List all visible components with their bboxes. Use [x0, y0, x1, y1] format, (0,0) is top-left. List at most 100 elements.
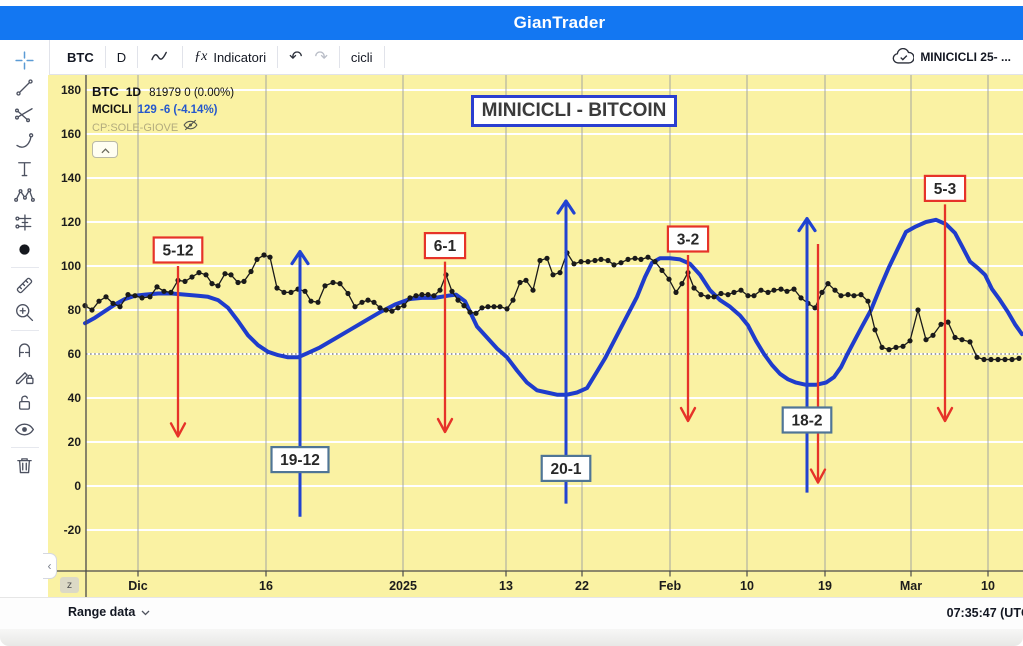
price-point: [825, 281, 831, 287]
price-point: [711, 294, 717, 300]
price-point: [517, 279, 523, 286]
cycle-arrow-20-1[interactable]: [556, 199, 576, 504]
ruler-tool-button[interactable]: [7, 272, 43, 299]
magnet-icon: [18, 343, 31, 358]
price-point: [431, 293, 437, 299]
cycle-arrow[interactable]: [809, 244, 827, 484]
price-point: [952, 334, 958, 341]
price-point: [745, 293, 751, 299]
price-point: [248, 268, 254, 275]
legend-cp-label: CP:SOLE-GIOVE: [92, 121, 179, 134]
price-point: [679, 281, 685, 287]
cycle-label-6-1[interactable]: 6-1: [423, 232, 467, 260]
zoom-in-tool-button[interactable]: [7, 299, 43, 326]
undo-icon[interactable]: ↶: [289, 49, 303, 66]
price-point: [203, 272, 209, 278]
mcicli-series-line: [83, 217, 1023, 397]
price-point: [530, 287, 536, 293]
text-tool-button[interactable]: [7, 155, 43, 182]
price-point: [161, 288, 167, 294]
layout-button[interactable]: MINICICLI 25- ...: [892, 47, 1017, 67]
price-point: [938, 321, 944, 327]
brush-icon: [16, 133, 34, 148]
projection-tool-button[interactable]: [7, 209, 43, 236]
price-point: [281, 289, 287, 295]
cycle-label-5-12[interactable]: 5-12: [152, 236, 204, 264]
dot-tool-button[interactable]: [7, 236, 43, 263]
price-point: [537, 257, 543, 264]
brush-tool-button[interactable]: [7, 128, 43, 155]
cycle-arrow-5-12[interactable]: [169, 266, 187, 438]
cycle-label-19-12[interactable]: 19-12: [270, 446, 330, 474]
chevron-left-icon: ‹: [47, 559, 52, 573]
eye-tool-button[interactable]: [7, 416, 43, 443]
trend-line-tool-button[interactable]: [7, 74, 43, 101]
crosshair-tool-button[interactable]: [7, 47, 43, 74]
unlock-tool-button[interactable]: [7, 389, 43, 416]
price-point: [851, 293, 857, 299]
interval-button[interactable]: D: [116, 49, 127, 65]
cycle-label-5-3[interactable]: 5-3: [923, 174, 967, 202]
symbol-button[interactable]: BTC: [67, 49, 94, 65]
price-point: [718, 290, 724, 297]
price-point: [771, 287, 777, 293]
cycle-label-20-1[interactable]: 20-1: [540, 454, 592, 482]
price-point: [981, 356, 987, 363]
price-point: [557, 270, 563, 276]
price-point: [288, 289, 294, 295]
price-point: [865, 298, 871, 304]
sidebar-collapse-handle[interactable]: ‹: [43, 553, 57, 579]
price-point: [330, 279, 336, 286]
price-point: [751, 293, 757, 299]
clock-label[interactable]: 07:35:47 (UTC: [946, 606, 1023, 620]
price-point: [401, 303, 407, 309]
toolbar-divider: [10, 447, 39, 448]
ruler-icon: [16, 277, 33, 294]
toolbar-separator: [104, 46, 106, 68]
price-point: [322, 283, 328, 289]
cicli-button[interactable]: cicli: [350, 49, 373, 65]
chart-canvas[interactable]: Dic 16 2025 13 22 Feb 10 19 Mar 10 180 160 140 120 100…: [48, 75, 1023, 597]
trash-tool-button[interactable]: [7, 452, 43, 479]
layout-name: MINICICLI 25- ...: [920, 50, 1011, 64]
price-point: [845, 292, 851, 298]
price-point: [235, 279, 241, 286]
y-axis-label: -20: [64, 523, 82, 537]
xabcd-pattern-tool-button[interactable]: [7, 182, 43, 209]
price-point: [479, 305, 485, 311]
timezone-z-button[interactable]: z: [60, 577, 79, 593]
price-point: [798, 295, 804, 301]
cycle-arrow-3-2[interactable]: [679, 255, 697, 423]
price-point: [886, 347, 892, 353]
cycle-label-18-2[interactable]: 18-2: [781, 406, 833, 434]
legend-indicator-row: MCICLI 129 -6 (-4.14%): [92, 102, 234, 119]
indicators-button[interactable]: ƒx Indicatori: [183, 40, 277, 75]
y-axis-label: 0: [74, 479, 81, 493]
range-data-label: Range data: [68, 605, 136, 619]
price-point: [82, 303, 88, 309]
price-point: [96, 298, 102, 304]
range-data-button[interactable]: Range data: [68, 605, 150, 619]
price-point: [215, 283, 221, 289]
eye-slash-icon[interactable]: [183, 119, 198, 137]
cycle-arrow-5-3[interactable]: [936, 204, 954, 423]
redo-icon[interactable]: ↷: [314, 49, 328, 66]
cycle-arrow-18-2[interactable]: [797, 217, 817, 493]
chart-title-box[interactable]: MINICICLI - BITCOIN: [471, 95, 677, 127]
cycle-arrow-6-1[interactable]: [436, 261, 454, 434]
legend-collapse-button[interactable]: [92, 141, 118, 158]
x-axis-label: 22: [575, 579, 589, 593]
price-point: [523, 277, 529, 283]
y-axis-label: 180: [61, 83, 81, 97]
cycle-label-3-2[interactable]: 3-2: [666, 225, 710, 253]
draw-lock-tool-button[interactable]: [7, 362, 43, 389]
price-point: [413, 293, 419, 299]
price-point: [578, 259, 584, 265]
magnet-tool-button[interactable]: [7, 335, 43, 362]
chart-type-button[interactable]: [138, 40, 182, 75]
plot-background: [48, 75, 1023, 597]
multi-line-tool-button[interactable]: [7, 101, 43, 128]
chart-legend: BTC 1D 81979 0 (0.00%) MCICLI 129 -6 (-4.14…: [92, 83, 234, 158]
price-point: [731, 289, 737, 295]
